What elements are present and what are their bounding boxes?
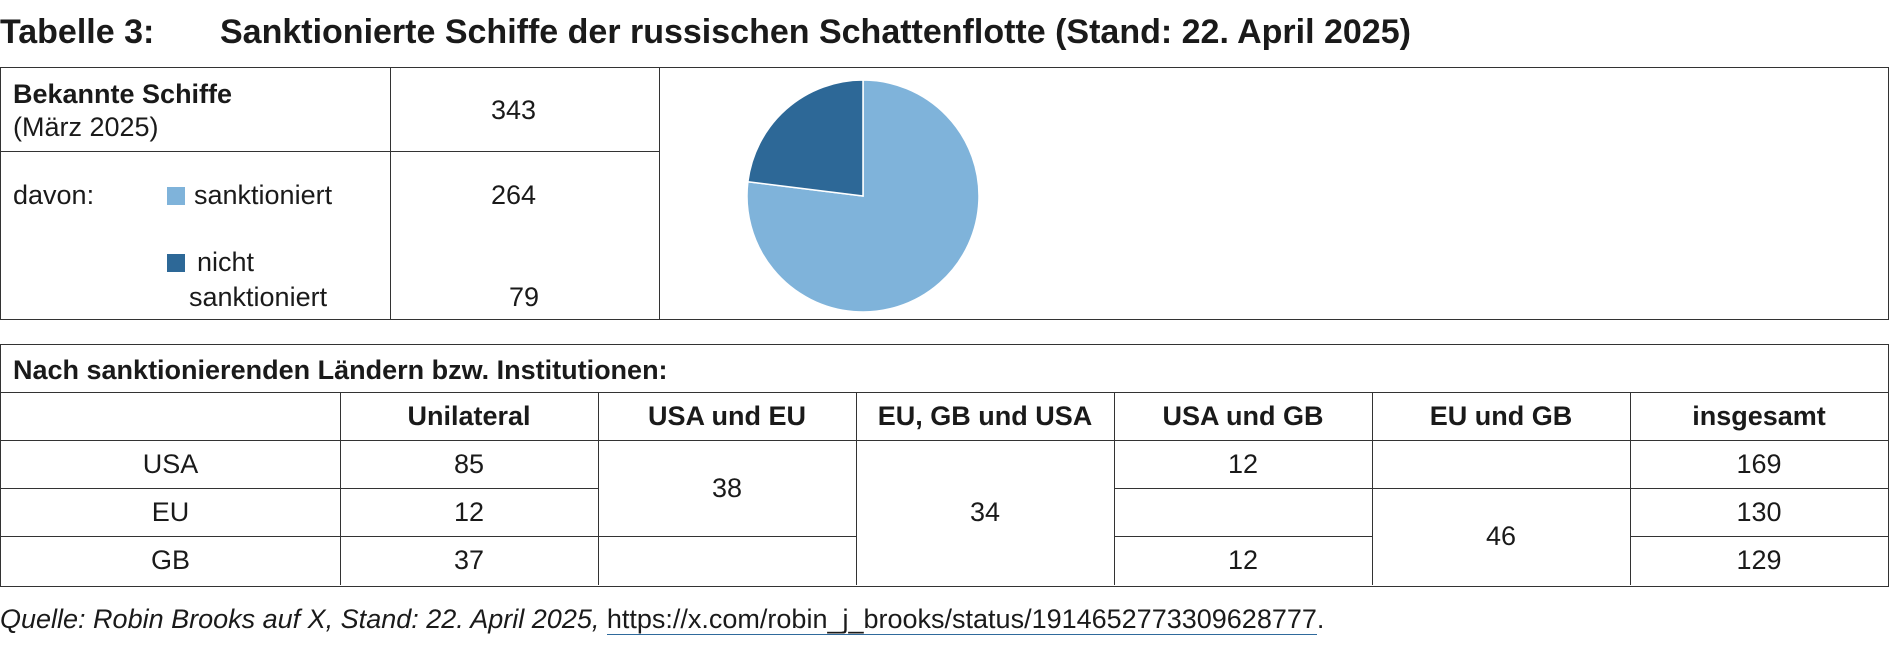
source-text: Quelle: Robin Brooks auf X, Stand: 22. A…: [0, 604, 600, 634]
column-header: insgesamt: [1692, 400, 1826, 431]
table-cell-unilateral: 37: [453, 545, 485, 575]
known-ships-label: Bekannte Schiffe: [13, 79, 233, 109]
grid-line: [598, 392, 599, 585]
table-cell-unilateral: 85: [453, 448, 485, 479]
known-ships-value: 343: [491, 95, 537, 125]
grid-line: [1114, 536, 1372, 537]
row-label: GB: [150, 545, 190, 575]
divider: [390, 68, 391, 319]
grid-line: [1, 488, 598, 489]
column-header: USA und GB: [1162, 400, 1324, 431]
not-sanctioned-swatch: [167, 254, 185, 272]
grid-line: [1114, 488, 1888, 489]
column-header: Unilateral: [407, 400, 531, 431]
column-header: USA und EU: [648, 400, 806, 431]
table-title: Tabelle 3: Sanktionierte Schiffe der rus…: [0, 8, 1890, 56]
row-label: EU: [151, 496, 190, 527]
grid-line: [1, 536, 856, 537]
divider: [1, 151, 660, 152]
table-cell-usa-gb: 12: [1227, 448, 1259, 479]
table-section-header: Nach sanktionierenden Ländern bzw. Insti…: [13, 355, 668, 385]
table-cell-unilateral: 12: [453, 496, 485, 527]
column-header: EU und GB: [1429, 400, 1573, 431]
not-sanctioned-label-1: nicht: [197, 247, 255, 277]
source-note: Quelle: Robin Brooks auf X, Stand: 22. A…: [0, 601, 1324, 637]
column-header: EU, GB und USA: [877, 400, 1093, 431]
divider: [659, 68, 660, 319]
source-link[interactable]: https://x.com/robin_j_brooks/status/1914…: [606, 604, 1317, 635]
table-cell-total: 130: [1736, 496, 1782, 527]
table-cell-eu-gb-usa: 34: [969, 497, 1001, 527]
table-cell-eu-gb: 46: [1485, 521, 1517, 551]
grid-line: [1, 392, 1888, 393]
sanctioned-value: 264: [491, 180, 537, 210]
table-cell-usa-gb: 12: [1227, 545, 1259, 575]
row-label: USA: [142, 448, 199, 479]
grid-line: [856, 392, 857, 585]
davon-label: davon:: [13, 180, 95, 210]
table-cell-usa-eu: 38: [711, 472, 743, 503]
table-cell-total: 129: [1736, 545, 1782, 575]
source-end: .: [1316, 604, 1325, 634]
pie-slice-not-sanctioned: [747, 79, 864, 197]
table-caption: Sanktionierte Schiffe der russischen Sch…: [220, 13, 1411, 51]
country-table: Nach sanktionierenden Ländern bzw. Insti…: [0, 344, 1889, 587]
grid-line: [1630, 536, 1888, 537]
summary-box: Bekannte Schiffe (März 2025) 343 davon: …: [0, 67, 1889, 320]
table-cell-total: 169: [1736, 448, 1782, 479]
known-ships-date: (März 2025): [13, 112, 159, 142]
grid-line: [1, 440, 1888, 441]
pie-chart: [746, 79, 980, 313]
table-number: Tabelle 3:: [0, 13, 155, 51]
not-sanctioned-value: 79: [509, 282, 540, 312]
sanctioned-label: sanktioniert: [194, 180, 333, 210]
sanctioned-swatch: [167, 187, 185, 205]
not-sanctioned-label-2: sanktioniert: [189, 282, 328, 312]
